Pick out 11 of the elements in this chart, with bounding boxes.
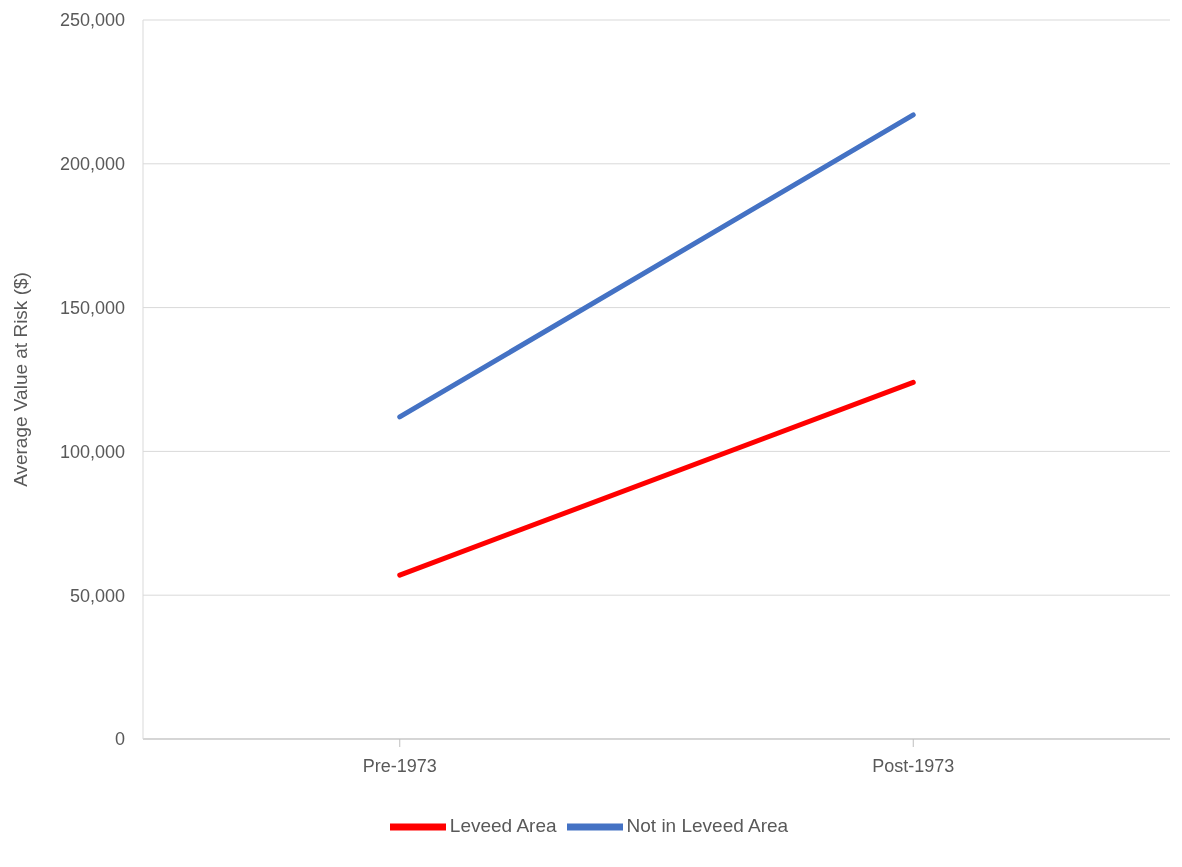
x-tick-label: Post-1973 bbox=[872, 755, 955, 776]
y-tick-label: 250,000 bbox=[59, 10, 125, 31]
legend-label: Leveed Area bbox=[449, 815, 557, 837]
x-tick-label: Pre-1973 bbox=[362, 755, 437, 776]
y-tick-label: 50,000 bbox=[69, 585, 125, 606]
y-tick-label: 150,000 bbox=[59, 297, 125, 318]
legend-label: Not in Leveed Area bbox=[626, 815, 789, 837]
y-axis-title: Average Value at Risk ($) bbox=[9, 272, 31, 487]
y-tick-label: 0 bbox=[114, 729, 125, 750]
y-tick-label: 200,000 bbox=[59, 154, 125, 175]
y-tick-label: 100,000 bbox=[59, 441, 125, 462]
